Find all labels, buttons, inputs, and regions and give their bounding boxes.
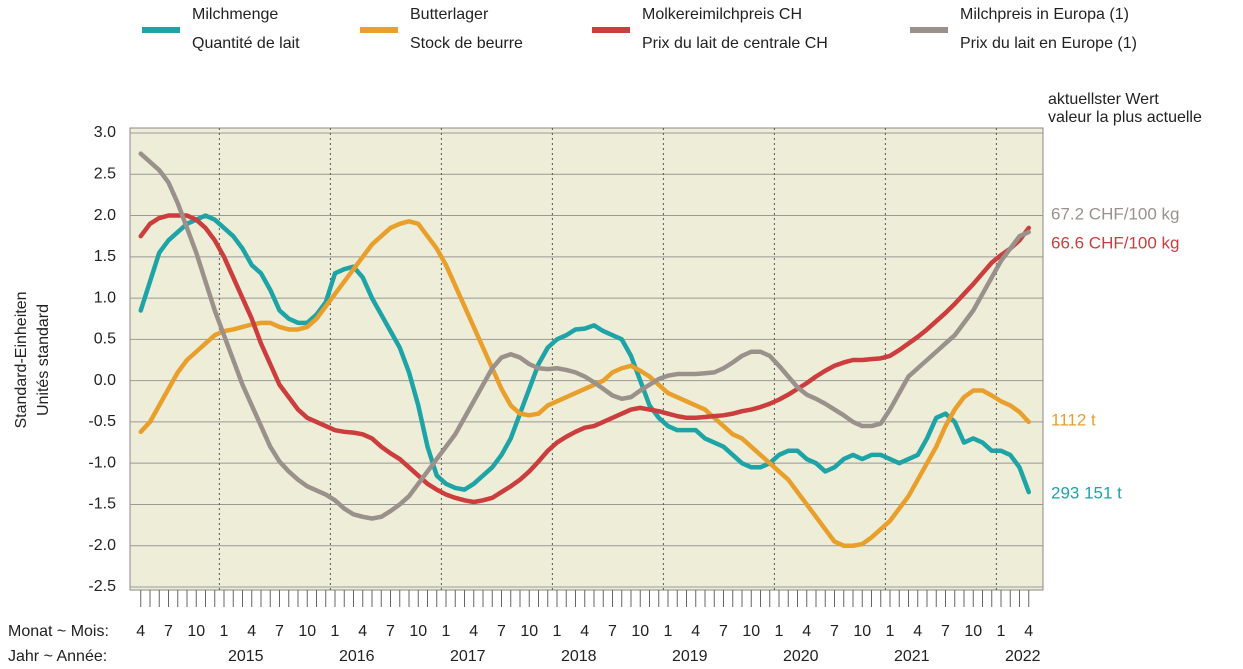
x-tick-label: 10 xyxy=(298,623,316,640)
x-tick-label: 4 xyxy=(1024,623,1033,640)
x-tick-label: 10 xyxy=(409,623,427,640)
x-tick-label: 1 xyxy=(553,623,562,640)
x-tick-label: 10 xyxy=(187,623,205,640)
x-tick-label: 4 xyxy=(136,623,145,640)
x-tick-label: 4 xyxy=(580,623,589,640)
x-tick-label: 1 xyxy=(775,623,784,640)
y-tick-label: 2.5 xyxy=(94,165,116,182)
x-tick-label: 1 xyxy=(220,623,229,640)
x-tick-label: 7 xyxy=(830,623,839,640)
y-axis-label: Standard-Einheiten xyxy=(13,292,30,429)
x-tick-label: 4 xyxy=(691,623,700,640)
y-tick-label: -2.0 xyxy=(88,537,116,554)
year-label: 2017 xyxy=(450,648,486,665)
x-tick-label: 7 xyxy=(497,623,506,640)
year-label: 2015 xyxy=(228,648,264,665)
x-tick-label: 7 xyxy=(164,623,173,640)
x-tick-label: 1 xyxy=(886,623,895,640)
x-tick-label: 7 xyxy=(386,623,395,640)
x-tick-label: 10 xyxy=(853,623,871,640)
x-tick-label: 4 xyxy=(247,623,256,640)
series-line xyxy=(138,213,1031,495)
x-tick-label: 7 xyxy=(608,623,617,640)
x-tick-label: 4 xyxy=(469,623,478,640)
year-label: 2021 xyxy=(894,648,930,665)
x-tick-label: 1 xyxy=(331,623,340,640)
y-axis-label: Unités standard xyxy=(35,304,52,416)
x-tick-label: 4 xyxy=(802,623,811,640)
y-tick-label: 0.0 xyxy=(94,372,116,389)
year-label: 2022 xyxy=(1005,648,1041,665)
legend-label: Milchmenge xyxy=(192,6,278,23)
last-value-label: 293 151 t xyxy=(1051,483,1122,502)
y-tick-label: 2.0 xyxy=(94,207,116,224)
year-label: 2019 xyxy=(672,648,708,665)
x-tick-label: 1 xyxy=(442,623,451,640)
x-tick-label: 4 xyxy=(358,623,367,640)
y-tick-label: -1.5 xyxy=(88,496,116,513)
x-tick-label: 7 xyxy=(275,623,284,640)
x-tick-label: 7 xyxy=(941,623,950,640)
legend-label: Milchpreis in Europa (1) xyxy=(960,6,1129,23)
x-year-caption: Jahr ~ Année: xyxy=(8,648,107,665)
x-tick-label: 7 xyxy=(719,623,728,640)
legend-label: Stock de beurre xyxy=(410,35,523,52)
year-label: 2020 xyxy=(783,648,819,665)
legend-label: Quantité de lait xyxy=(192,35,300,52)
legend-label: Prix du lait de centrale CH xyxy=(642,35,828,52)
x-tick-label: 1 xyxy=(997,623,1006,640)
x-tick-label: 1 xyxy=(664,623,673,640)
x-tick-label: 10 xyxy=(631,623,649,640)
plot-area xyxy=(129,127,1044,591)
x-tick-label: 10 xyxy=(742,623,760,640)
series-line xyxy=(138,151,1031,521)
series-line xyxy=(138,219,1031,548)
legend-label: Prix du lait en Europe (1) xyxy=(960,35,1137,52)
year-label: 2018 xyxy=(561,648,597,665)
last-value-label: 67.2 CHF/100 kg xyxy=(1051,204,1180,223)
last-value-label: 66.6 CHF/100 kg xyxy=(1051,233,1180,252)
x-tick-label: 10 xyxy=(520,623,538,640)
legend-label: Butterlager xyxy=(410,6,489,23)
y-tick-label: 0.5 xyxy=(94,331,116,348)
year-label: 2016 xyxy=(339,648,375,665)
y-tick-label: 1.5 xyxy=(94,248,116,265)
series-line xyxy=(138,213,1031,505)
y-tick-label: 3.0 xyxy=(94,124,116,141)
legend-label: Molkereimilchpreis CH xyxy=(642,6,802,23)
x-tick-label: 4 xyxy=(913,623,922,640)
y-tick-label: -0.5 xyxy=(88,413,116,430)
right-header: aktuellster Wert xyxy=(1048,91,1159,108)
right-header: valeur la plus actuelle xyxy=(1048,109,1202,126)
y-tick-label: -2.5 xyxy=(88,578,116,595)
x-tick-label: 10 xyxy=(964,623,982,640)
last-value-label: 1112 t xyxy=(1051,410,1096,429)
y-tick-label: -1.0 xyxy=(88,454,116,471)
y-tick-label: 1.0 xyxy=(94,289,116,306)
x-month-caption: Monat ~ Mois: xyxy=(8,623,109,640)
